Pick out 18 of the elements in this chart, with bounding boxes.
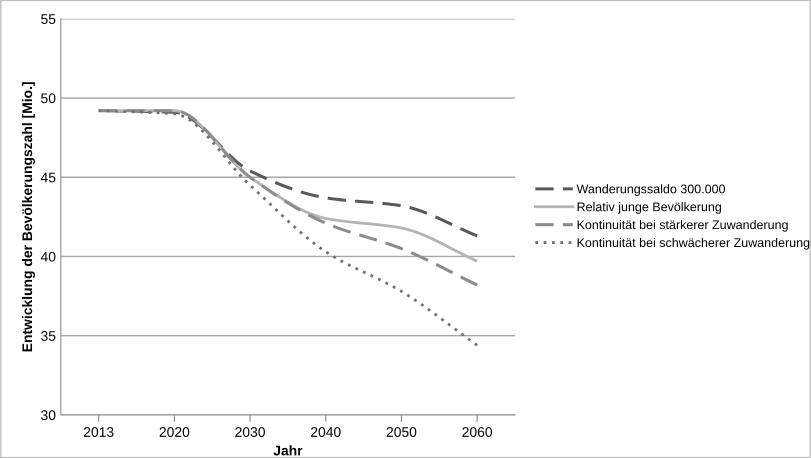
x-tick-label: 2040: [311, 427, 341, 437]
x-tick-label: 2030: [235, 427, 265, 437]
y-tick-label: 30: [41, 410, 56, 420]
y-tick-label: 55: [41, 14, 56, 24]
legend-label: Relativ junge Bevölkerung: [578, 202, 721, 214]
legend-label: Kontinuität bei schwächerer Zuwanderung: [578, 238, 810, 250]
x-tick-label: 2060: [462, 427, 492, 437]
x-tick-label: 2050: [386, 427, 416, 437]
y-axis-title: Entwicklung der Bevölkerungszahl [Mio.]: [22, 82, 35, 352]
x-tick-label: 2013: [84, 427, 114, 437]
legend-label: Kontinuität bei stärkerer Zuwanderung: [578, 220, 788, 232]
x-axis-title: Jahr: [273, 445, 302, 456]
legend-label: Wanderungssaldo 300.000: [576, 184, 726, 196]
y-tick-label: 35: [41, 331, 56, 341]
x-tick-label: 2020: [160, 427, 190, 437]
y-tick-label: 40: [40, 252, 56, 262]
y-tick-label: 45: [40, 172, 56, 182]
y-tick-label: 50: [41, 93, 56, 104]
